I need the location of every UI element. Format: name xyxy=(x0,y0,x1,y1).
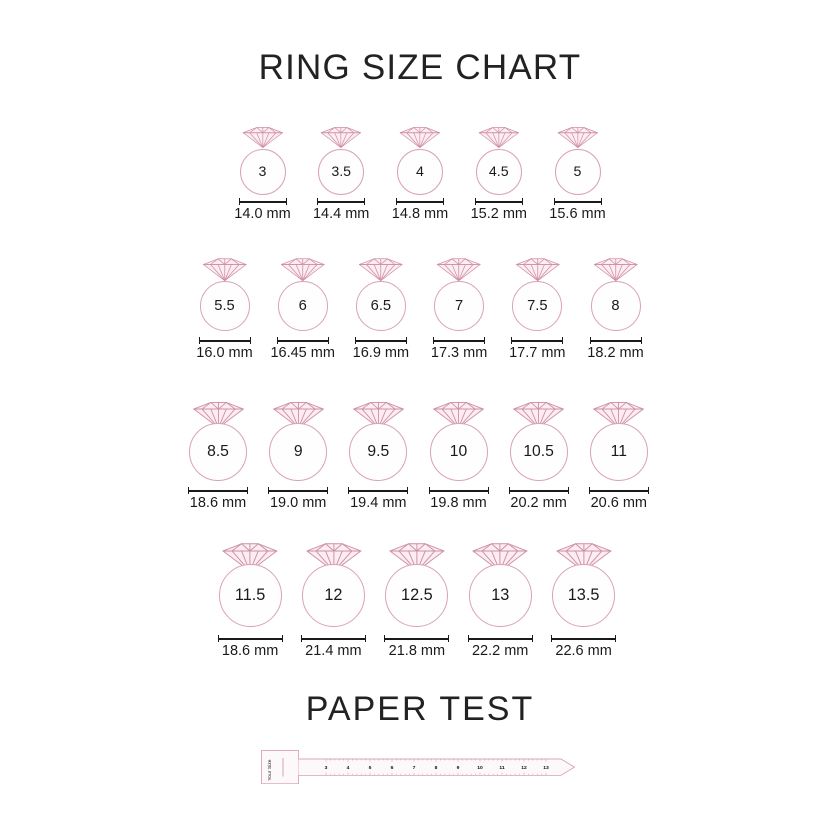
svg-text:13: 13 xyxy=(543,765,549,771)
svg-text:6: 6 xyxy=(391,765,394,771)
svg-text:11: 11 xyxy=(499,765,504,771)
svg-text:9: 9 xyxy=(457,765,460,771)
svg-text:10: 10 xyxy=(477,765,483,771)
svg-text:8: 8 xyxy=(435,765,438,771)
svg-text:4: 4 xyxy=(347,765,350,771)
svg-text:3: 3 xyxy=(325,765,328,771)
svg-text:7: 7 xyxy=(413,765,416,771)
svg-text:5: 5 xyxy=(369,765,372,771)
svg-text:12: 12 xyxy=(521,765,527,771)
svg-text:Your Size: Your Size xyxy=(267,759,273,780)
